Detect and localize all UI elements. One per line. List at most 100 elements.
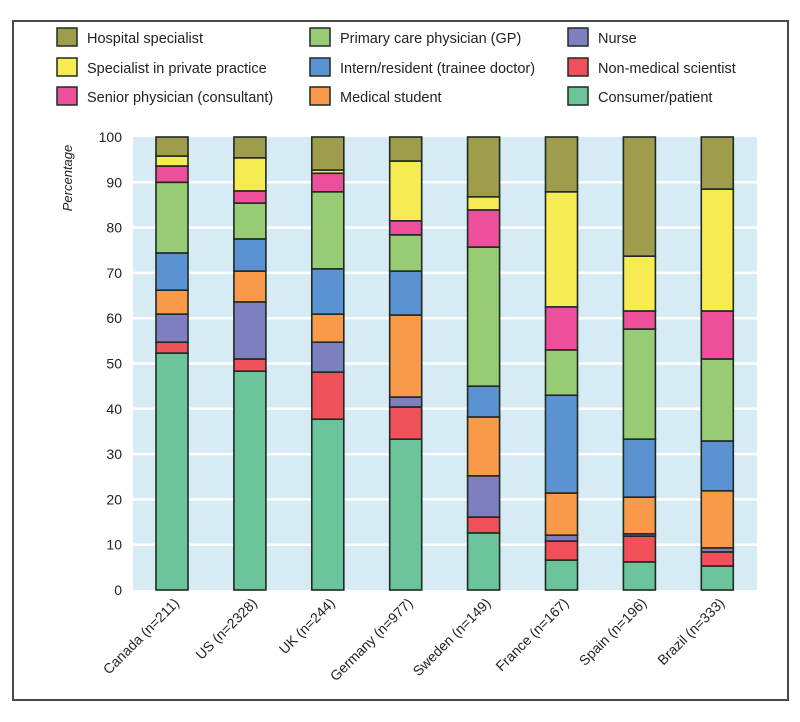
- bar-segment-senior-physician-consultant: [388, 220, 423, 236]
- legend-label: Primary care physician (GP): [340, 31, 521, 47]
- bar-segment-medical-student: [700, 489, 735, 549]
- bar-segment-specialist-in-private-practice: [544, 191, 579, 308]
- bar-segment-primary-care-physician-gp: [388, 234, 423, 272]
- legend-item-non-medical-scientist: Non-medical scientist: [567, 57, 736, 77]
- y-tick-label: 90: [106, 174, 122, 190]
- bar-segment-consumer-patient: [155, 352, 189, 591]
- chart-frame: [12, 20, 789, 701]
- x-tick-label: UK (n=244): [276, 595, 338, 657]
- y-axis-label: Percentage: [60, 145, 75, 212]
- legend-item-specialist-in-private-practice: Specialist in private practice: [56, 57, 267, 77]
- bar-segment-medical-student: [310, 313, 345, 344]
- bar-segment-consumer-patient: [310, 418, 345, 591]
- bar-segment-non-medical-scientist: [544, 540, 579, 561]
- bar-segment-primary-care-physician-gp: [700, 358, 735, 442]
- bar-segment-nurse: [155, 313, 189, 344]
- legend-item-consumer-patient: Consumer/patient: [567, 86, 712, 106]
- bar-segment-medical-student: [233, 270, 267, 303]
- bar-segment-senior-physician-consultant: [466, 209, 501, 248]
- bar-segment-medical-student: [466, 416, 501, 477]
- bars: [155, 136, 735, 591]
- legend-label: Nurse: [598, 31, 637, 47]
- legend-item-medical-student: Medical student: [309, 86, 442, 106]
- bar-segment-medical-student: [155, 289, 189, 315]
- legend-label: Hospital specialist: [87, 31, 203, 47]
- bar-segment-senior-physician-consultant: [310, 172, 345, 193]
- bar-segment-intern-resident-trainee-doctor: [310, 268, 345, 315]
- bar-segment-intern-resident-trainee-doctor: [544, 394, 579, 494]
- x-tick-label: Canada (n=211): [100, 595, 182, 677]
- legend-swatch: [309, 27, 331, 47]
- y-tick-label: 100: [99, 129, 123, 145]
- bar-segment-specialist-in-private-practice: [155, 155, 189, 167]
- bar-segment-nurse: [544, 534, 579, 542]
- legend-item-senior-physician-consultant: Senior physician (consultant): [56, 86, 273, 106]
- legend-item-hospital-specialist: Hospital specialist: [56, 27, 203, 47]
- x-tick-label: Germany (n=977): [327, 595, 416, 684]
- bar-segment-hospital-specialist: [388, 136, 423, 162]
- bar-segment-consumer-patient: [388, 438, 423, 591]
- bar-segment-non-medical-scientist: [466, 516, 501, 534]
- bar-stack-brazil: [700, 136, 735, 591]
- legend-label: Intern/resident (trainee doctor): [340, 61, 535, 77]
- bar-segment-nurse: [388, 396, 423, 408]
- bar-segment-non-medical-scientist: [310, 371, 345, 421]
- y-tick-label: 20: [106, 491, 122, 507]
- legend-label: Specialist in private practice: [87, 61, 267, 77]
- bar-segment-specialist-in-private-practice: [388, 160, 423, 222]
- bar-segment-consumer-patient: [233, 370, 267, 591]
- bar-segment-senior-physician-consultant: [700, 310, 735, 360]
- bar-segment-hospital-specialist: [310, 136, 345, 171]
- bar-segment-senior-physician-consultant: [622, 310, 657, 330]
- bar-segment-consumer-patient: [700, 565, 735, 591]
- legend: Hospital specialist Primary care physicia…: [56, 27, 736, 106]
- bar-segment-intern-resident-trainee-doctor: [622, 438, 657, 498]
- bar-segment-intern-resident-trainee-doctor: [233, 238, 267, 272]
- bar-segment-hospital-specialist: [233, 136, 267, 159]
- x-tick-label: US (n=2328): [192, 595, 260, 663]
- x-tick-label: Brazil (n=333): [654, 595, 727, 668]
- bar-stack-germany: [388, 136, 423, 591]
- legend-swatch: [309, 57, 331, 77]
- legend-label: Consumer/patient: [598, 90, 712, 106]
- bar-segment-non-medical-scientist: [388, 406, 423, 440]
- bar-segment-non-medical-scientist: [700, 551, 735, 567]
- bar-segment-non-medical-scientist: [622, 535, 657, 563]
- bar-segment-consumer-patient: [466, 532, 501, 591]
- legend-item-intern-resident-trainee-doctor: Intern/resident (trainee doctor): [309, 57, 535, 77]
- bar-segment-intern-resident-trainee-doctor: [466, 385, 501, 418]
- y-tick-label: 30: [106, 446, 122, 462]
- x-tick-label: Sweden (n=149): [409, 595, 493, 679]
- x-tick-label: France (n=167): [492, 595, 571, 674]
- y-tick-label: 10: [106, 537, 122, 553]
- bar-segment-consumer-patient: [622, 561, 657, 591]
- y-tick-label: 60: [106, 310, 122, 326]
- bar-segment-senior-physician-consultant: [233, 190, 267, 204]
- y-axis: 0 10 20 30 40 50 60 70 80 90 100: [99, 129, 123, 598]
- bar-segment-hospital-specialist: [466, 136, 501, 198]
- bar-segment-senior-physician-consultant: [544, 306, 579, 351]
- y-tick-label: 0: [114, 582, 122, 598]
- bar-segment-intern-resident-trainee-doctor: [700, 440, 735, 492]
- bar-segment-medical-student: [544, 492, 579, 536]
- bar-segment-hospital-specialist: [622, 136, 657, 257]
- bar-segment-non-medical-scientist: [155, 341, 189, 354]
- bar-stack-canada: [155, 136, 189, 591]
- bar-stack-france: [544, 136, 579, 591]
- y-tick-label: 70: [106, 265, 122, 281]
- bar-segment-nurse: [233, 301, 267, 360]
- bar-segment-intern-resident-trainee-doctor: [155, 252, 189, 291]
- bar-segment-primary-care-physician-gp: [155, 181, 189, 254]
- bar-stack-us: [233, 136, 267, 591]
- bar-segment-hospital-specialist: [544, 136, 579, 193]
- bar-segment-nurse: [310, 341, 345, 373]
- legend-item-nurse: Nurse: [567, 27, 637, 47]
- y-tick-label: 40: [106, 401, 122, 417]
- legend-swatch: [567, 86, 589, 106]
- legend-swatch: [56, 57, 78, 77]
- x-tick-label: Spain (n=196): [576, 595, 650, 669]
- bar-segment-specialist-in-private-practice: [233, 157, 267, 192]
- bar-segment-hospital-specialist: [700, 136, 735, 190]
- bar-segment-senior-physician-consultant: [155, 165, 189, 184]
